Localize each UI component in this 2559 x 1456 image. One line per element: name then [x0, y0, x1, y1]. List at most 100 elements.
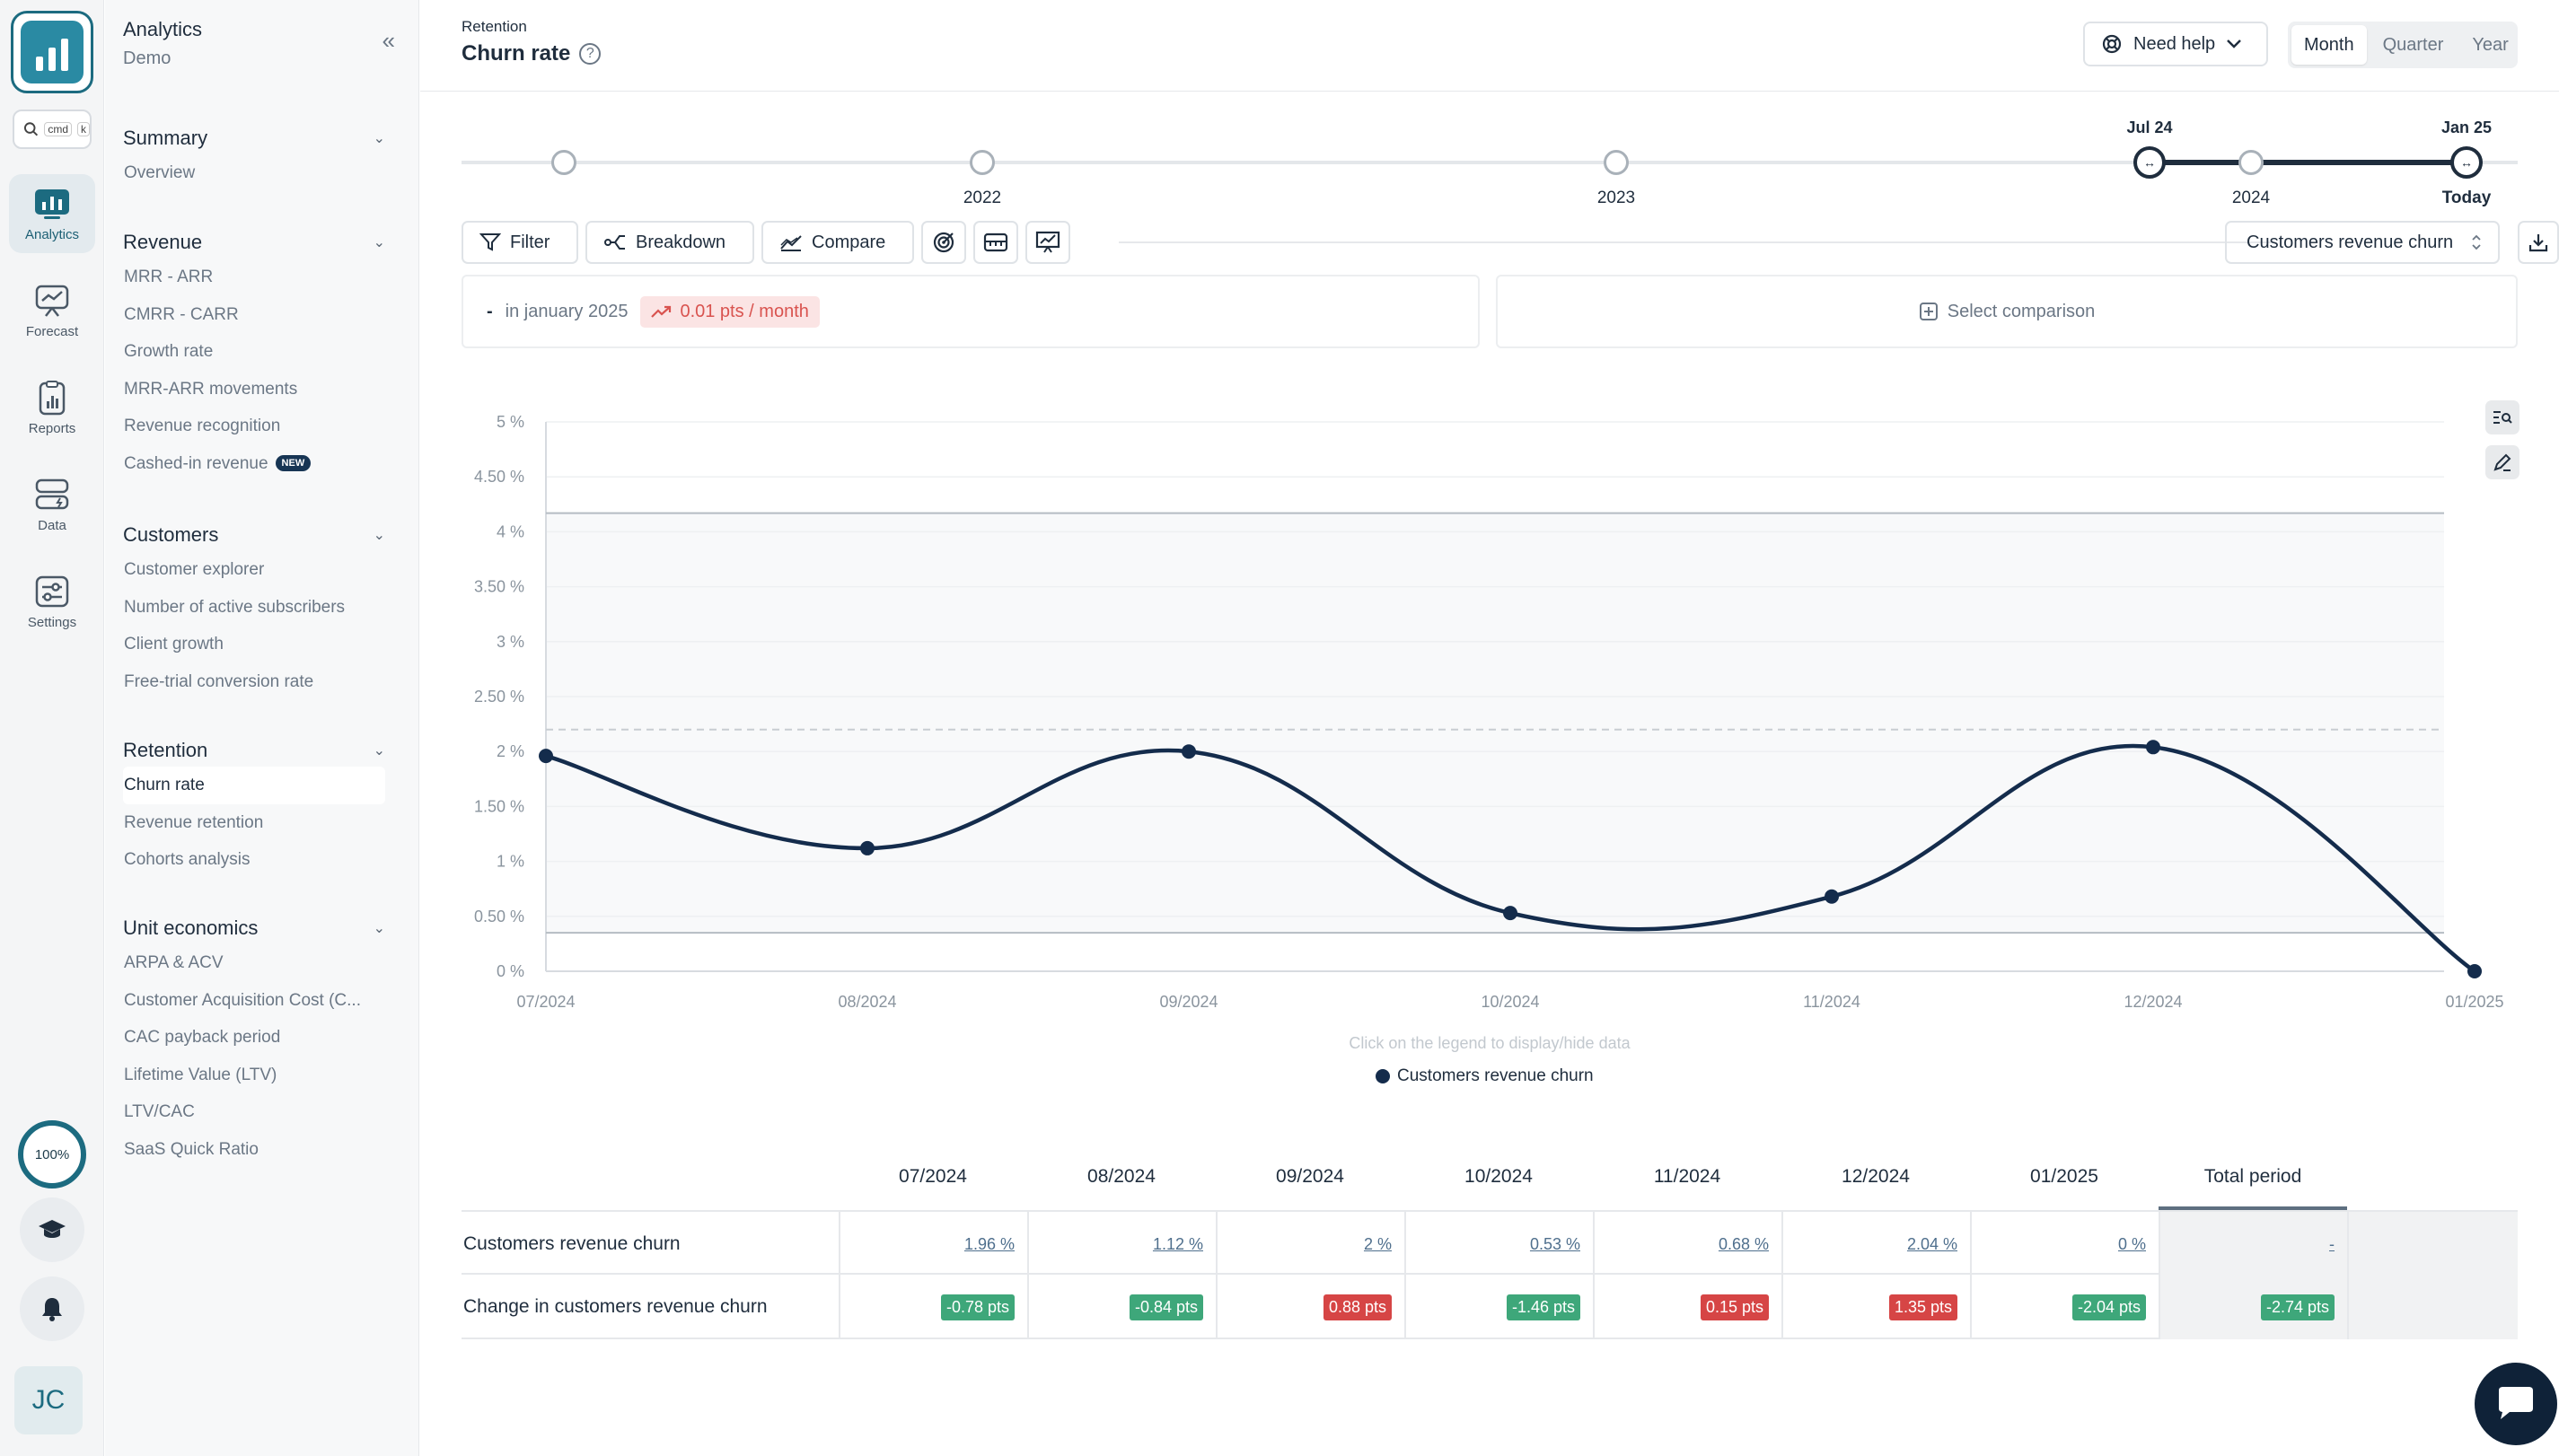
nav-item-saas-quick-ratio[interactable]: SaaS Quick Ratio	[124, 1139, 259, 1159]
table-cell[interactable]: 2.04 %	[1781, 1212, 1970, 1276]
nav-item-arpa-acv[interactable]: ARPA & ACV	[124, 953, 224, 972]
icon-rail: cmd k Analytics Forecast Reports Data Se…	[0, 0, 104, 1456]
select-comparison-card[interactable]: Select comparison	[1496, 275, 2518, 348]
metric-select-value: Customers revenue churn	[2247, 232, 2454, 252]
data-point	[1825, 889, 1839, 904]
column-header-total[interactable]: Total period	[2159, 1149, 2347, 1210]
timeline-year-marker[interactable]	[2238, 150, 2264, 175]
column-header[interactable]: 01/2025	[2030, 1166, 2098, 1187]
nav-item-mrr-arr-movements[interactable]: MRR-ARR movements	[124, 379, 298, 399]
nav-section-unit-economics: Unit economics ⌄ ARPA & ACV Customer Acqu…	[123, 912, 392, 1168]
y-tick-label: 4 %	[497, 522, 524, 540]
nav-section-header[interactable]: Revenue ⌄	[123, 226, 392, 259]
question-icon[interactable]: ?	[579, 43, 602, 65]
nav-section-header[interactable]: Summary ⌄	[123, 122, 392, 154]
rail-forecast[interactable]: Forecast	[9, 271, 95, 350]
collapse-sidebar-icon[interactable]: «	[382, 27, 395, 54]
user-avatar[interactable]: JC	[14, 1366, 83, 1434]
nav-item-mrr-arr[interactable]: MRR - ARR	[124, 268, 214, 286]
nav-section-header[interactable]: Retention ⌄	[123, 734, 392, 767]
analytics-icon	[35, 189, 69, 219]
nav-item-cohorts-analysis[interactable]: Cohorts analysis	[124, 850, 251, 869]
period-quarter[interactable]: Quarter	[2382, 35, 2444, 55]
table-cell[interactable]: 1.12 %	[1027, 1212, 1216, 1276]
rail-label: Analytics	[24, 226, 80, 242]
goal-button[interactable]	[921, 221, 966, 264]
notifications-button[interactable]	[20, 1276, 84, 1341]
nav-item-active-subscribers[interactable]: Number of active subscribers	[124, 597, 346, 617]
zoom-search-button[interactable]	[2485, 400, 2519, 434]
chat-icon	[2499, 1387, 2533, 1419]
metric-select[interactable]: Customers revenue churn	[2225, 221, 2500, 264]
nav-item-churn-rate[interactable]: Churn rate	[123, 767, 385, 804]
timeline-year-marker[interactable]	[1604, 150, 1629, 175]
timeline-year-marker[interactable]	[970, 150, 995, 175]
page-title-text: Churn rate	[462, 41, 571, 66]
legend-item[interactable]: Customers revenue churn	[1376, 1066, 1594, 1086]
table-cell-total[interactable]: -	[2159, 1212, 2347, 1276]
nav-item-free-trial-conversion[interactable]: Free-trial conversion rate	[124, 671, 314, 691]
nav-item-cashed-in-revenue[interactable]: Cashed-in revenue NEW	[123, 445, 392, 483]
rail-analytics[interactable]: Analytics	[9, 174, 95, 253]
nav-item-cac-payback[interactable]: CAC payback period	[124, 1028, 281, 1047]
timeline-year-marker[interactable]	[551, 150, 576, 175]
nav-item-overview[interactable]: Overview	[124, 163, 196, 182]
breakdown-button[interactable]: Breakdown	[585, 221, 754, 264]
table-cell[interactable]: 2 %	[1216, 1212, 1404, 1276]
churn-chart: 0 % 0.50 % 1 % 1.50 % 2 % 2.50 % 3 % 3.50 % 4 % 4…	[420, 386, 2559, 1104]
table-cell[interactable]: 1.96 %	[839, 1212, 1027, 1276]
nav-item-revenue-recognition[interactable]: Revenue recognition	[124, 417, 281, 435]
avatar-initials: JC	[31, 1385, 66, 1415]
page-title: Churn rate ?	[462, 41, 602, 66]
ruler-button[interactable]	[973, 221, 1018, 264]
column-header[interactable]: 09/2024	[1276, 1166, 1344, 1187]
present-button[interactable]	[1025, 221, 1070, 264]
nav-item-growth-rate[interactable]: Growth rate	[124, 342, 214, 361]
chevron-down-icon	[2227, 39, 2242, 48]
change-badge: 0.88 pts	[1323, 1294, 1392, 1320]
academy-button[interactable]	[20, 1197, 84, 1262]
nav-section-header[interactable]: Customers ⌄	[123, 519, 392, 551]
column-header[interactable]: 10/2024	[1464, 1166, 1533, 1187]
column-header[interactable]: 12/2024	[1842, 1166, 1910, 1187]
data-point	[1182, 744, 1196, 759]
nav-item-revenue-retention[interactable]: Revenue retention	[124, 812, 264, 832]
shortcut-key: cmd	[44, 122, 72, 136]
nav-item-customer-explorer[interactable]: Customer explorer	[124, 560, 265, 579]
filter-button[interactable]: Filter	[462, 221, 578, 264]
table-cell[interactable]: 0 %	[1970, 1212, 2159, 1276]
nav-item-client-growth[interactable]: Client growth	[124, 635, 224, 653]
rail-data[interactable]: Data	[9, 465, 95, 544]
chat-button[interactable]	[2475, 1363, 2557, 1445]
nav-item-ltv-cac[interactable]: LTV/CAC	[124, 1102, 195, 1121]
change-badge: 0.15 pts	[1700, 1294, 1769, 1320]
y-tick-label: 2 %	[497, 742, 524, 760]
date-range-timeline[interactable]: ↔ ↔ 2022 2023 2024 Today Jul 24 Jan 25	[462, 117, 2518, 215]
nav-item-cac[interactable]: Customer Acquisition Cost (C...	[124, 990, 361, 1010]
filter-label: Filter	[510, 232, 550, 252]
nav-section-header[interactable]: Unit economics ⌄	[123, 912, 392, 944]
compare-button[interactable]: Compare	[761, 221, 914, 264]
range-end-handle[interactable]: ↔	[2450, 146, 2483, 179]
period-month[interactable]: Month	[2291, 25, 2367, 65]
column-header[interactable]: 08/2024	[1087, 1166, 1156, 1187]
app-logo[interactable]	[11, 11, 93, 93]
table-cell[interactable]: 0.53 %	[1404, 1212, 1593, 1276]
annotate-button[interactable]	[2485, 445, 2519, 479]
table-cell[interactable]: 0.68 %	[1593, 1212, 1781, 1276]
download-button[interactable]	[2518, 221, 2559, 264]
search-button[interactable]: cmd k	[13, 110, 92, 149]
column-header[interactable]: 11/2024	[1653, 1166, 1721, 1187]
legend-dot	[1376, 1069, 1390, 1083]
rail-settings[interactable]: Settings	[9, 562, 95, 641]
nav-item-ltv[interactable]: Lifetime Value (LTV)	[124, 1065, 277, 1084]
breadcrumb[interactable]: Retention	[462, 18, 527, 35]
onboarding-progress[interactable]: 100%	[18, 1120, 86, 1188]
breakdown-label: Breakdown	[636, 232, 726, 252]
nav-item-cmrr-carr[interactable]: CMRR - CARR	[124, 304, 239, 324]
column-header[interactable]: 07/2024	[899, 1166, 967, 1187]
need-help-button[interactable]: Need help	[2083, 22, 2268, 66]
rail-reports[interactable]: Reports	[9, 368, 95, 447]
range-start-handle[interactable]: ↔	[2133, 146, 2166, 179]
period-year[interactable]: Year	[2472, 35, 2509, 55]
